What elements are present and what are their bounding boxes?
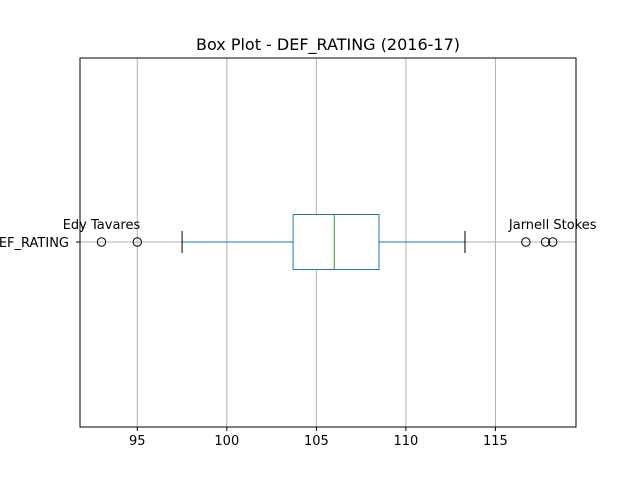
x-tick-label: 95 [129, 434, 146, 449]
x-tick-label: 100 [214, 434, 239, 449]
x-axis: 95 100 105 110 115 [129, 427, 508, 449]
outlier-point [96, 237, 107, 247]
outlier-point [548, 237, 558, 247]
category-label: DEF_RATING [0, 236, 69, 251]
outlier-point [132, 237, 142, 247]
outlier-point [521, 237, 531, 247]
x-tick-label: 115 [483, 434, 508, 449]
x-tick-label: 110 [393, 434, 418, 449]
chart-title: Box Plot - DEF_RATING (2016-17) [196, 35, 460, 55]
outlier-annotation: Jarnell Stokes [508, 218, 597, 233]
x-tick-label: 105 [304, 434, 329, 449]
plot-area: Edy Tavares Jarnell Stokes [63, 214, 597, 270]
iqr-box [292, 214, 380, 270]
outlier-annotation: Edy Tavares [63, 218, 141, 233]
outlier-point [540, 237, 551, 247]
